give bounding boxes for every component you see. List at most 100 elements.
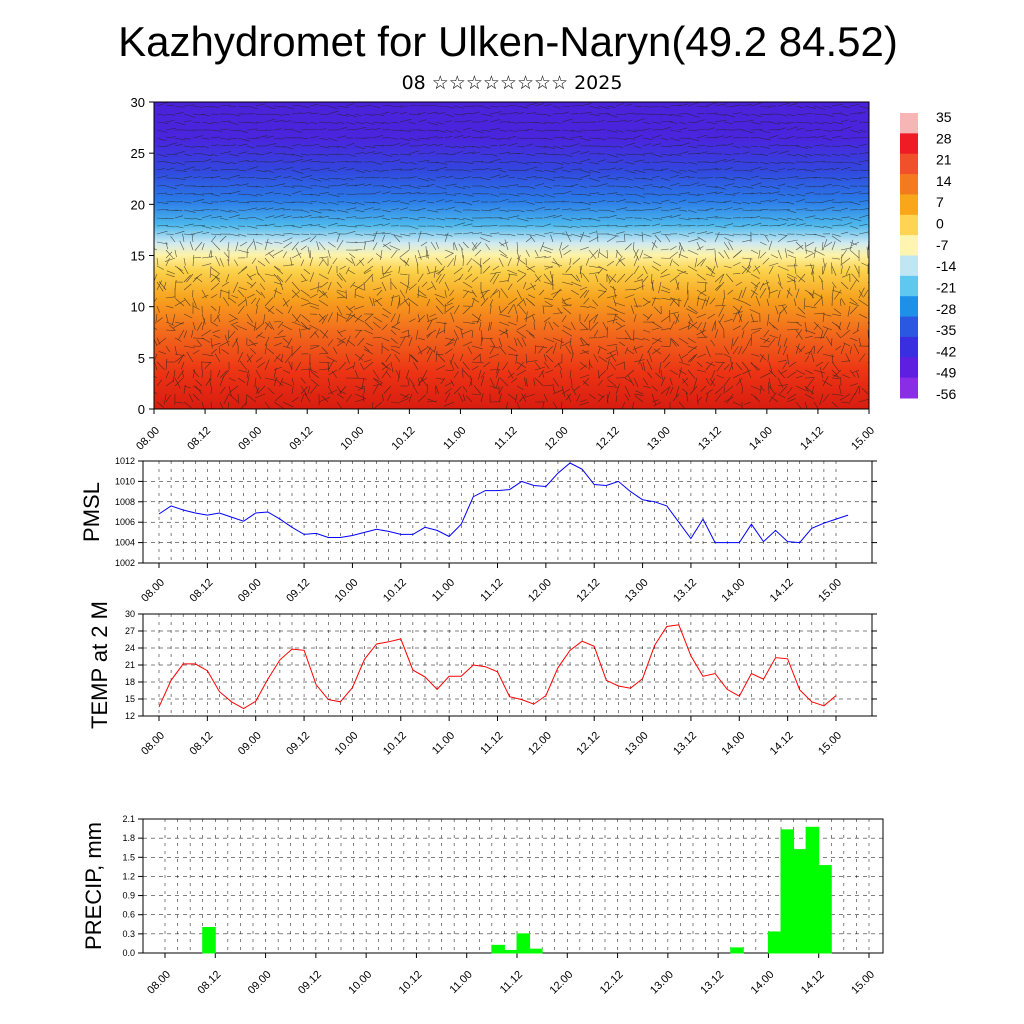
pmsl-panel	[138, 460, 877, 568]
colorbar-label: -21	[936, 279, 956, 295]
x-tick-label: 11.12	[478, 577, 505, 604]
temp-panel	[138, 613, 877, 721]
x-tick-label: 11.00	[430, 577, 457, 604]
x-tick-label: 14.00	[749, 969, 777, 997]
precip-bar	[818, 865, 832, 954]
x-tick-label: 08.12	[188, 577, 216, 605]
heatmap-y-tick-label: 5	[138, 351, 145, 366]
wind-vectors	[154, 102, 869, 409]
chart-subtitle: 08 ☆☆☆☆☆☆☆☆ 2025	[401, 72, 623, 94]
colorbar-swatch	[900, 296, 918, 318]
heatmap-x-tick-label: 11.00	[441, 425, 468, 452]
y-tick-label: 15	[125, 694, 135, 704]
x-tick-label: 13.00	[648, 969, 676, 997]
x-tick-label: 10.12	[381, 730, 409, 758]
x-tick-label: 09.00	[236, 577, 264, 605]
heatmap-x-tick-label: 09.12	[287, 425, 315, 453]
heatmap-y-tick-label: 15	[131, 249, 145, 264]
x-tick-label: 09.12	[284, 577, 312, 605]
temp-series-line	[158, 624, 837, 710]
colorbar-swatch	[900, 153, 918, 175]
y-tick-label: 1010	[115, 476, 135, 486]
colorbar-label: 14	[936, 173, 952, 189]
colorbar-swatch	[900, 113, 918, 134]
heatmap-x-tick-label: 14.00	[747, 425, 775, 453]
x-tick-label: 10.00	[333, 730, 361, 758]
x-tick-label: 09.00	[236, 730, 264, 758]
colorbar-swatch	[900, 316, 918, 338]
x-tick-label: 14.00	[719, 577, 747, 605]
x-tick-label: 13.00	[623, 577, 651, 605]
colorbar-label: -42	[936, 343, 956, 359]
x-tick-label: 12.00	[547, 969, 575, 997]
colorbar-label: -35	[936, 322, 956, 338]
precip-bar	[780, 829, 795, 954]
y-tick-label: 12	[125, 711, 135, 721]
heatmap-x-tick-label: 08.12	[185, 425, 213, 453]
x-tick-label: 11.12	[478, 730, 505, 757]
x-tick-label: 14.12	[768, 730, 796, 758]
y-tick-label: 2.1	[122, 814, 135, 824]
precip-bar	[516, 933, 531, 954]
y-tick-label: 1.5	[122, 852, 135, 862]
colorbar-label: -7	[936, 237, 949, 253]
heatmap-x-tick-label: 13.00	[645, 425, 673, 453]
x-tick-label: 10.00	[346, 969, 374, 997]
heatmap-x-tick-label: 08.00	[134, 425, 162, 453]
colorbar-swatch	[900, 194, 918, 216]
y-tick-label: 0.6	[122, 910, 135, 920]
precip-bar	[503, 949, 518, 954]
x-tick-label: 14.12	[768, 577, 796, 605]
y-tick-label: 1006	[115, 517, 135, 527]
x-tick-label: 10.12	[381, 577, 409, 605]
x-tick-label: 09.00	[246, 969, 274, 997]
heatmap-x-tick-label: 12.12	[594, 425, 622, 453]
y-tick-label: 0.9	[122, 891, 135, 901]
colorbar-label: -14	[936, 258, 956, 274]
y-tick-label: 0.3	[122, 929, 135, 939]
colorbar-swatch	[900, 235, 918, 256]
x-tick-label: 08.00	[145, 969, 173, 997]
colorbar-swatch	[900, 336, 918, 358]
heatmap-x-tick-label: 15.00	[849, 425, 877, 453]
x-tick-label: 11.00	[430, 730, 457, 757]
heatmap-x-tick-label: 09.00	[236, 425, 264, 453]
colorbar-swatch	[900, 275, 918, 297]
x-tick-label: 12.00	[526, 577, 554, 605]
chart-title: Kazhydromet for Ulken-Naryn(49.2 84.52)	[118, 18, 898, 65]
colorbar-swatch	[900, 255, 918, 277]
y-tick-label: 21	[125, 660, 135, 670]
y-tick-label: 30	[125, 609, 135, 619]
heatmap-y-tick-label: 25	[131, 146, 145, 161]
y-tick-label: 1.8	[122, 833, 135, 843]
x-tick-label: 12.12	[574, 730, 602, 758]
x-tick-label: 10.00	[333, 577, 361, 605]
panel-frame	[142, 460, 873, 564]
y-tick-label: 24	[125, 643, 135, 653]
precip-bar	[202, 926, 216, 954]
colorbar-label: -28	[936, 301, 956, 317]
precip-bar	[793, 849, 807, 954]
colorbar-swatch	[900, 133, 918, 155]
heatmap-x-tick-label: 10.12	[390, 425, 418, 453]
x-tick-label: 13.12	[671, 577, 699, 605]
pmsl-y-axis-label: PMSL	[79, 482, 104, 542]
precip-bar	[491, 944, 505, 954]
colorbar-label: 21	[936, 152, 952, 168]
heatmap-x-tick-label: 13.12	[696, 425, 724, 453]
x-tick-label: 09.12	[296, 969, 324, 997]
x-tick-label: 15.00	[849, 969, 877, 997]
precip-bar	[730, 947, 744, 954]
y-tick-label: 1002	[115, 558, 135, 568]
y-tick-label: 1008	[115, 497, 135, 507]
x-tick-label: 12.12	[574, 577, 602, 605]
heatmap-x-tick-label: 11.12	[492, 425, 519, 452]
x-tick-label: 08.12	[195, 969, 223, 997]
heatmap-x-tick-label: 14.12	[798, 425, 826, 453]
colorbar-label: -49	[936, 365, 956, 381]
precip-bar	[767, 931, 782, 954]
pmsl-series-line	[158, 462, 849, 544]
x-tick-label: 15.00	[816, 577, 844, 605]
x-tick-label: 14.12	[799, 969, 827, 997]
